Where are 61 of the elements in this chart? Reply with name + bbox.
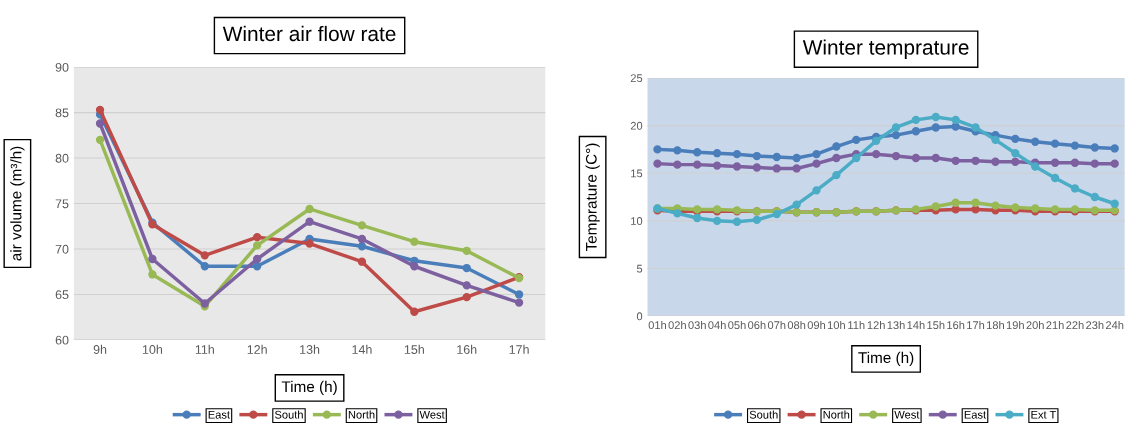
y-axis-title: air volume (m³/h) (10, 146, 25, 261)
y-tick-label: 90 (55, 62, 69, 72)
y-tick-label: 75 (55, 199, 69, 209)
x-tick-label: 21h (1046, 320, 1064, 329)
x-axis-title: Time (h) (281, 380, 337, 396)
y-tick-label: 0 (636, 312, 643, 321)
x-tick-label: 13h (300, 344, 320, 354)
x-tick-label: 03h (688, 320, 706, 330)
chart-title: Winter air flow rate (222, 25, 396, 42)
x-tick-label: 20h (1026, 320, 1044, 330)
x-tick-label: 9h (93, 344, 107, 354)
legend-label: South (749, 410, 778, 419)
legend-label: West (419, 410, 445, 419)
x-tick-label: 02h (668, 320, 686, 330)
y-tick-label: 25 (630, 74, 643, 83)
x-tick-label: 11h (195, 344, 214, 354)
y-tick-label: 80 (55, 153, 69, 163)
x-tick-label: 15h (404, 344, 424, 354)
legend-label: West (894, 410, 920, 419)
x-tick-label: 14h (352, 344, 372, 354)
y-tick-label: 15 (631, 169, 643, 178)
x-tick-label: 12h (867, 320, 885, 329)
x-tick-label: 12h (247, 344, 267, 354)
x-tick-label: 19h (1006, 320, 1024, 330)
x-tick-label: 16h (457, 344, 477, 354)
x-tick-label: 10h (827, 320, 845, 330)
x-axis-title: Time (h) (858, 351, 914, 367)
x-tick-label: 15h (927, 320, 945, 330)
legend-label: North (823, 410, 850, 419)
x-tick-label: 13h (887, 320, 905, 330)
x-tick-label: 18h (987, 320, 1004, 330)
x-tick-label: 24h (1105, 320, 1124, 329)
x-tick-label: 23h (1086, 320, 1104, 330)
legend-label: Ext T (1031, 410, 1057, 419)
y-tick-label: 10 (631, 217, 643, 225)
chart-title: Winter temprature (802, 39, 969, 59)
x-tick-label: 05h (728, 320, 746, 330)
x-tick-label: 07h (767, 320, 786, 330)
y-tick-label: 60 (55, 335, 69, 345)
y-tick-label: 85 (55, 108, 69, 118)
legend-label: South (274, 410, 303, 419)
y-tick-label: 20 (630, 121, 643, 130)
x-tick-label: 17h (967, 320, 985, 329)
x-tick-label: 09h (807, 320, 826, 330)
x-tick-label: 10h (142, 344, 163, 354)
y-tick-label: 65 (55, 290, 69, 300)
x-tick-label: 22h (1066, 320, 1084, 329)
x-tick-label: 16h (947, 320, 965, 330)
x-tick-label: 04h (708, 320, 726, 330)
y-tick-label: 70 (55, 244, 69, 254)
x-tick-label: 14h (907, 320, 925, 329)
x-tick-label: 01h (648, 320, 667, 330)
legend-label: East (964, 410, 987, 419)
x-tick-label: 08h (787, 320, 806, 330)
y-tick-label: 5 (636, 264, 643, 273)
x-tick-label: 17h (509, 344, 529, 354)
legend-label: East (208, 410, 230, 419)
x-tick-label: 11h (848, 320, 865, 329)
x-tick-label: 06h (748, 320, 766, 330)
y-axis-title: Temprature (C°) (585, 143, 600, 252)
legend-label: North (348, 410, 375, 419)
